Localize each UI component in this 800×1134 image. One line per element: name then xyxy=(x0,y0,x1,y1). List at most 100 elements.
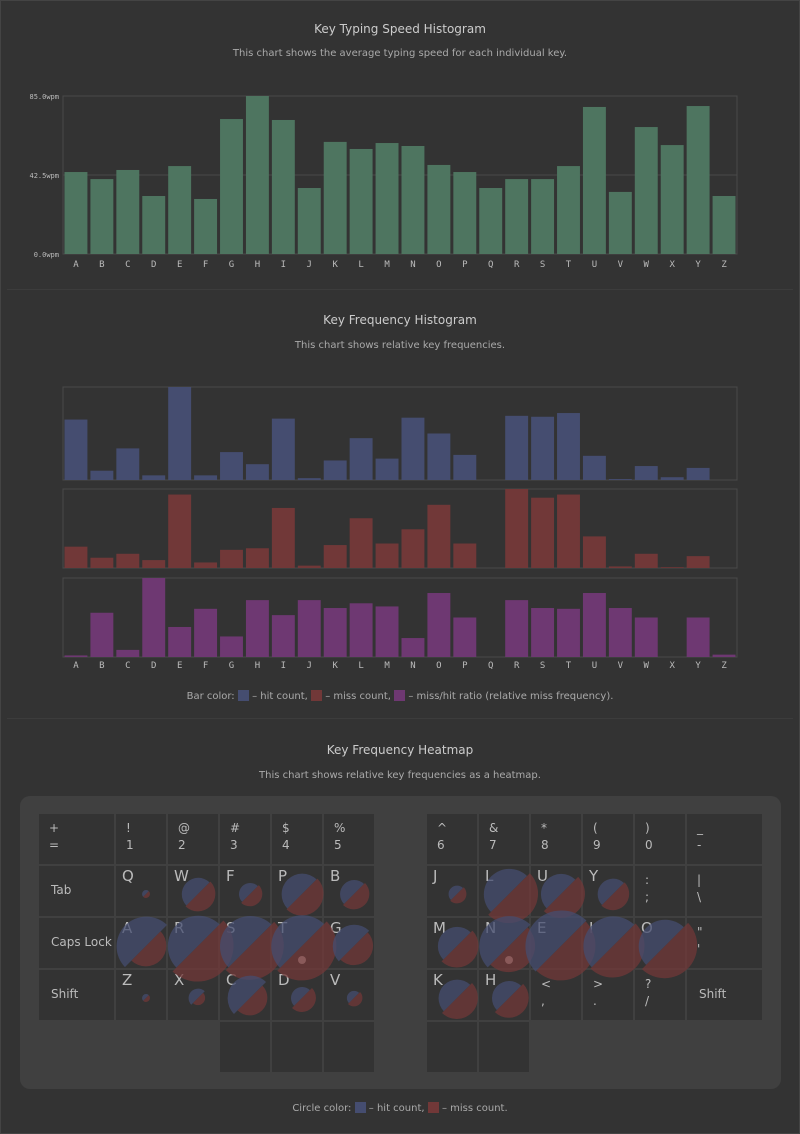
x-tick-label: Z xyxy=(721,260,727,270)
bar-N xyxy=(401,146,425,254)
hit-count-bar-G xyxy=(220,452,243,480)
hit-count-bar-M xyxy=(375,458,399,480)
x-tick-label: D xyxy=(151,661,156,671)
key: K xyxy=(427,970,477,1020)
x-tick-label: J xyxy=(307,661,312,671)
miss-count-bar-J xyxy=(297,565,321,568)
miss-count-bar-F xyxy=(194,562,218,568)
key: D xyxy=(272,970,322,1020)
miss-count-bar-R xyxy=(505,489,529,568)
x-tick-label: K xyxy=(332,260,338,270)
key: S xyxy=(220,918,270,968)
key: > . xyxy=(583,970,633,1020)
miss-hit-ratio-bar-N xyxy=(401,638,425,657)
bar-D xyxy=(142,196,166,254)
miss-count-bar-I xyxy=(271,507,295,568)
key: H xyxy=(479,970,529,1020)
x-tick-label: I xyxy=(281,260,286,270)
miss-count-bar-D xyxy=(142,560,166,568)
panel-frame xyxy=(62,386,738,481)
key: Q xyxy=(116,866,166,916)
miss-hit-ratio-bar-A xyxy=(64,655,88,657)
panel-frame xyxy=(62,577,738,658)
bar-U xyxy=(582,106,606,254)
miss-count-bar-E xyxy=(168,494,192,568)
key: L xyxy=(479,866,529,916)
hit-count-bar-K xyxy=(323,460,347,480)
x-tick-label: P xyxy=(462,661,468,671)
miss-hit-ratio-bar-K xyxy=(323,608,347,657)
x-tick-label: Y xyxy=(695,260,701,270)
key: E xyxy=(531,918,581,968)
x-tick-label: B xyxy=(99,260,104,270)
key: O xyxy=(635,918,685,968)
legend-hit: – hit count, xyxy=(252,691,308,702)
speed-chart: 0.0wpm 42.5wpm 85.0wpm A B C D E F G H I J K L M N O P Q R S T… xyxy=(29,93,738,270)
key xyxy=(479,1022,529,1072)
miss-hit-ratio-bar-O xyxy=(427,593,451,657)
bar-R xyxy=(505,179,529,254)
key: + = xyxy=(39,814,114,864)
miss-count-bar-W xyxy=(634,553,658,568)
key: B xyxy=(324,866,374,916)
hit-count-bar-N xyxy=(401,417,425,480)
miss-hit-ratio-bar-U xyxy=(582,593,606,657)
key: X xyxy=(168,970,218,1020)
key: W xyxy=(168,866,218,916)
miss-count-bar-O xyxy=(427,504,451,568)
hit-count-bar-P xyxy=(453,454,477,480)
x-tick-label: M xyxy=(384,260,390,270)
hit-count-bar-L xyxy=(349,438,373,480)
x-tick-label: C xyxy=(125,661,130,671)
x-tick-label: T xyxy=(566,260,572,270)
key: R xyxy=(168,918,218,968)
x-tick-label: U xyxy=(592,260,597,270)
x-tick-label: S xyxy=(540,661,545,671)
bar-B xyxy=(90,179,114,254)
x-tick-label: K xyxy=(332,661,338,671)
hit-count-bar-O xyxy=(427,433,451,480)
x-tick-label: L xyxy=(358,661,363,671)
hit-count-bar-U xyxy=(582,455,606,480)
hit-count-bar-A xyxy=(64,419,88,480)
x-tick-label: M xyxy=(384,661,390,671)
key: % 5 xyxy=(324,814,374,864)
key xyxy=(427,1022,477,1072)
key xyxy=(220,1022,270,1072)
x-tick-label: L xyxy=(358,260,363,270)
key: | \ xyxy=(687,866,762,916)
key: F xyxy=(220,866,270,916)
speed-title: Key Typing Speed Histogram xyxy=(314,22,486,36)
freq-legend: Bar color: – hit count, – miss count, – … xyxy=(7,690,793,702)
x-tick-label: X xyxy=(669,661,675,671)
hit-count-bar-J xyxy=(297,478,321,480)
miss-count-bar-M xyxy=(375,543,399,568)
key: @ 2 xyxy=(168,814,218,864)
key: ^ 6 xyxy=(427,814,477,864)
panel-frame xyxy=(62,488,738,569)
x-tick-label: H xyxy=(255,661,260,671)
x-tick-label: B xyxy=(99,661,104,671)
miss-hit-ratio-bar-W xyxy=(634,617,658,657)
key: M xyxy=(427,918,477,968)
key: _ - xyxy=(687,814,762,864)
hit-count-bar-E xyxy=(168,387,192,480)
key: < , xyxy=(531,970,581,1020)
bar-T xyxy=(557,166,580,254)
hit-count-bar-W xyxy=(634,466,658,480)
key: I xyxy=(583,918,633,968)
bar-Z xyxy=(712,196,736,254)
key: Shift xyxy=(39,970,114,1020)
miss-hit-ratio-bar-Y xyxy=(686,617,710,657)
legend-miss: – miss count. xyxy=(441,1103,508,1114)
x-tick-label: A xyxy=(73,260,79,270)
key: U xyxy=(531,866,581,916)
hit-swatch xyxy=(354,1102,366,1113)
miss-count-bar-N xyxy=(401,529,425,568)
hit-count-bar-B xyxy=(90,470,114,480)
hit-count-bar-H xyxy=(245,464,269,480)
x-tick-label: F xyxy=(203,260,208,270)
ratio-swatch xyxy=(394,690,406,701)
key: A xyxy=(116,918,166,968)
legend-ratio: – miss/hit ratio (relative miss frequenc… xyxy=(408,691,614,702)
